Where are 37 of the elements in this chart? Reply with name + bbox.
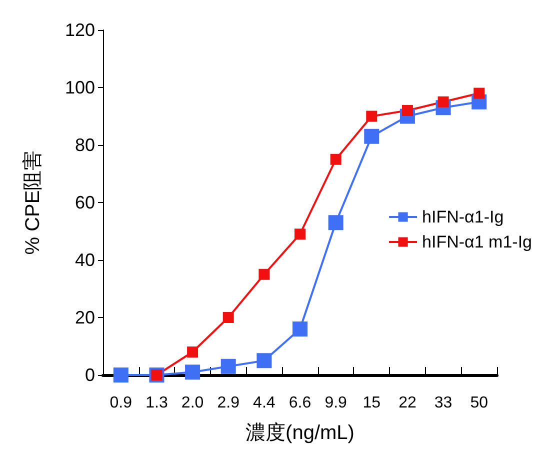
x-axis-title: 濃度(ng/mL) [246, 422, 354, 444]
point [185, 364, 200, 380]
x-tick-label: 9.9 [324, 394, 348, 412]
y-tick-label: 0 [84, 365, 95, 385]
x-tick-label: 6.6 [288, 394, 312, 412]
point [256, 353, 272, 368]
x-tick-label: 1.3 [146, 394, 168, 412]
y-tick-label: 40 [74, 250, 95, 270]
y-tick-label: 120 [64, 20, 95, 40]
y-axis-title: % CPE阻害 [21, 150, 44, 255]
point [258, 268, 270, 280]
x-tick-label: 33 [434, 394, 452, 412]
point [220, 358, 236, 374]
point [438, 96, 449, 108]
x-tick-label: 2.9 [217, 394, 240, 412]
y-tick-label: 100 [64, 78, 95, 98]
point [364, 128, 380, 144]
point [474, 88, 485, 99]
y-tick-label: 60 [74, 192, 95, 212]
point [294, 228, 306, 240]
x-tick-label: 4.4 [253, 394, 276, 412]
legend-label: hIFN-α1 m1-Ig [422, 232, 532, 252]
x-tick-label: 0.9 [110, 394, 132, 412]
x-tick-label: 15 [362, 394, 381, 412]
point [222, 312, 234, 323]
x-tick-label: 50 [470, 394, 488, 412]
point [366, 110, 378, 122]
x-tick-label: 2.0 [181, 394, 204, 412]
point [330, 154, 342, 165]
legend-label: hIFN-α1-Ig [422, 208, 504, 226]
y-tick-label: 20 [74, 308, 95, 328]
point [187, 346, 198, 358]
point [113, 368, 128, 382]
point [328, 215, 344, 230]
point [292, 322, 308, 336]
y-tick-label: 80 [74, 135, 95, 155]
x-tick-label: 22 [398, 394, 416, 412]
